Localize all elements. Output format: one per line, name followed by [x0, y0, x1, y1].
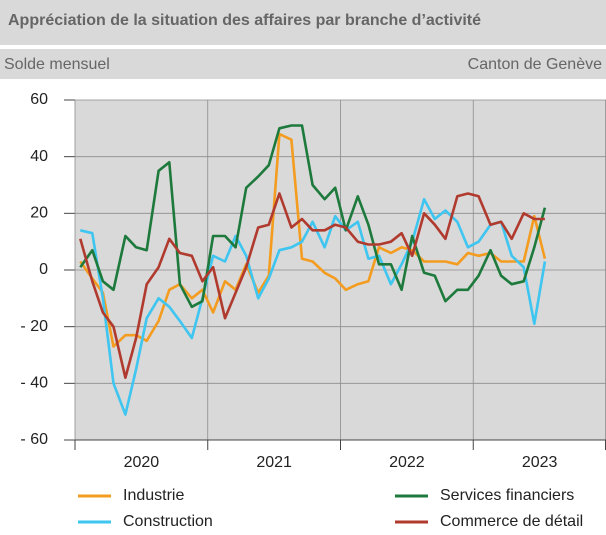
legend-label: Construction: [123, 513, 213, 530]
region-label: Canton de Genève: [468, 56, 602, 73]
legend-label: Services financiers: [440, 487, 574, 504]
x-tick-label: 2022: [389, 454, 425, 471]
series-line: [79, 197, 547, 416]
y-tick-label: - 40: [20, 375, 48, 392]
y-tick-label: - 20: [20, 318, 48, 335]
y-tick-label: 0: [39, 261, 48, 278]
subtitle: Solde mensuel: [4, 56, 110, 73]
y-tick-label: - 60: [20, 431, 48, 448]
x-tick-label: 2021: [256, 454, 292, 471]
x-tick-label: 2020: [124, 454, 160, 471]
legend-label: Commerce de détail: [440, 513, 583, 530]
subtitle-band: [0, 49, 606, 79]
series-line: [79, 132, 547, 348]
series-line: [79, 124, 547, 309]
legend-label: Industrie: [123, 487, 184, 504]
y-tick-label: 20: [30, 205, 48, 222]
title-band: [0, 0, 606, 45]
chart-title: Appréciation de la situation des affaire…: [8, 12, 481, 29]
series-line: [79, 192, 545, 379]
y-tick-label: 60: [30, 91, 48, 108]
x-tick-label: 2023: [522, 454, 558, 471]
y-tick-label: 40: [30, 148, 48, 165]
